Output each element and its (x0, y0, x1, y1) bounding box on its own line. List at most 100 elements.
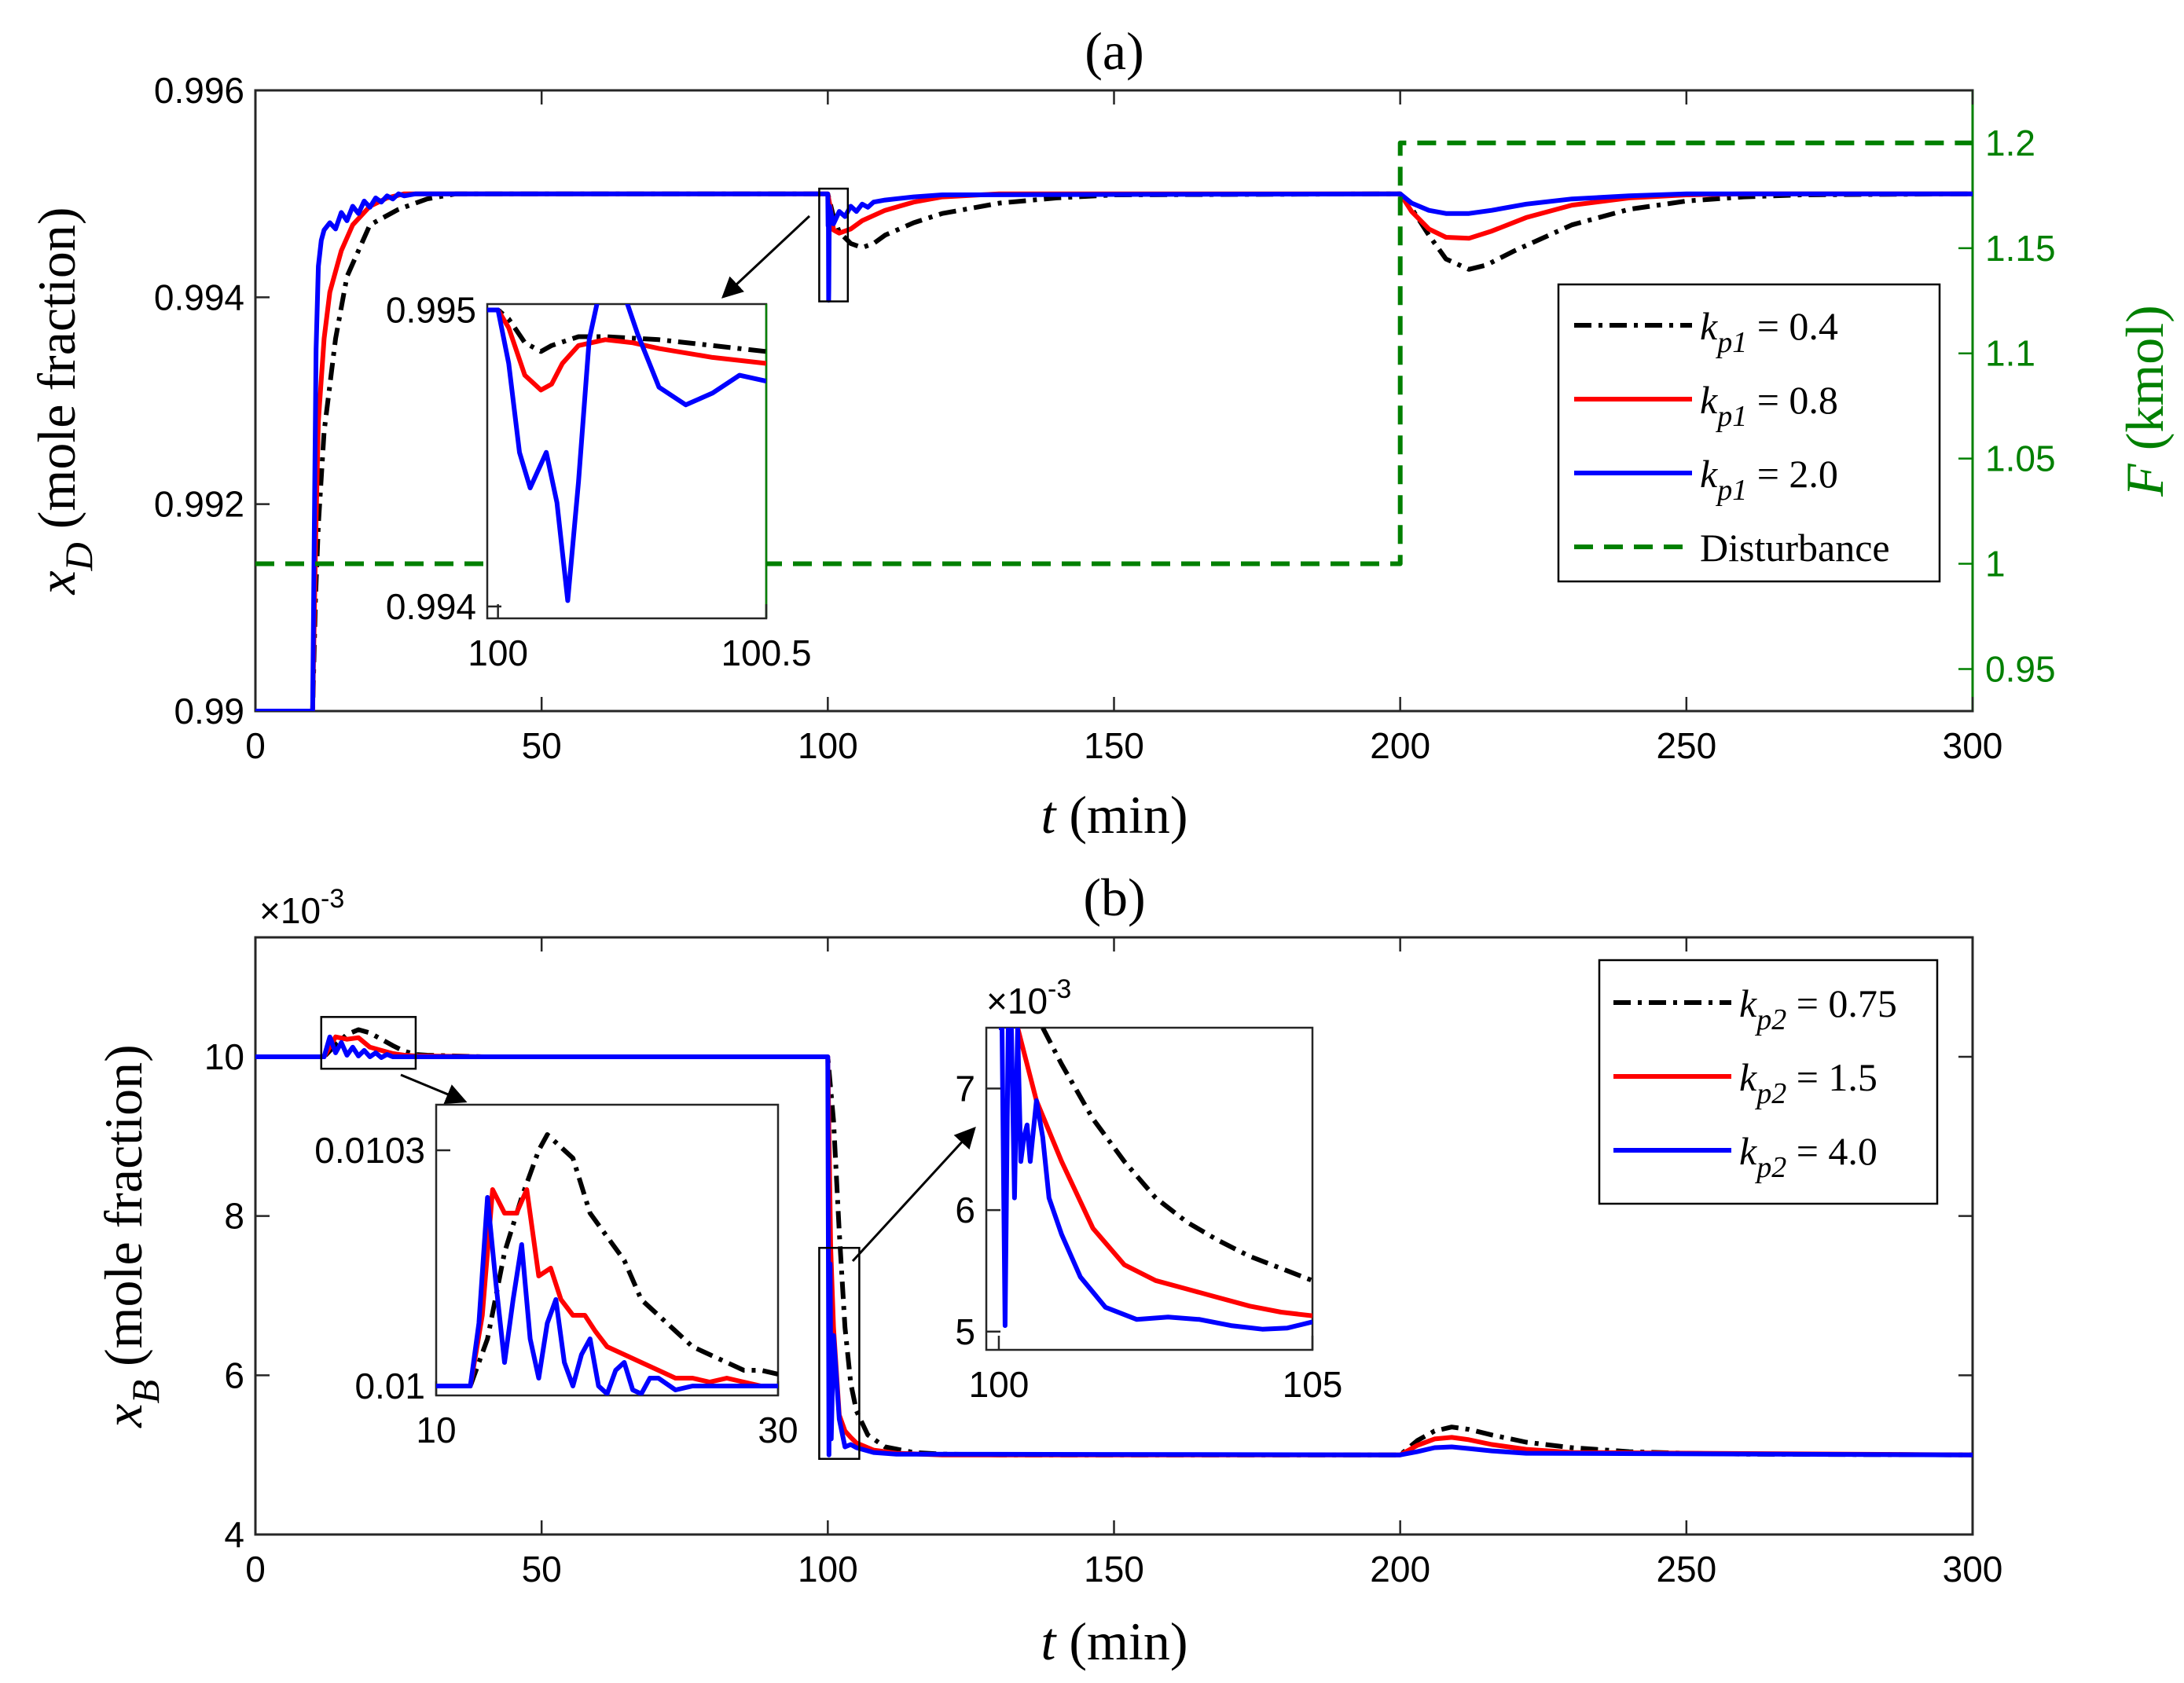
panel-b-legend-entries: kp2 = 0.75 kp2 = 1.5 kp2 = 4.0 (1613, 981, 1897, 1184)
panel-b-inset-1-ytick-label: 0.0103 (314, 1130, 425, 1171)
panel-b-inset-1: 10 30 0.01 0.0103 (314, 1103, 798, 1450)
panel-b: (b) ×10-3 0 50 100 150 200 250 300 4 6 8 10 t (min… (94, 867, 2002, 1671)
panel-a-xtick-label: 250 (1656, 725, 1716, 766)
series-line (255, 1034, 1973, 1458)
panel-a-inset-ytick-label: 0.994 (386, 586, 476, 627)
panel-b-ytick-label: 10 (204, 1036, 244, 1077)
panel-b-zoom-box-2 (818, 1246, 861, 1460)
panel-b-series (255, 1027, 1973, 1458)
panel-b-inset-2-xtick-label: 105 (1283, 1364, 1343, 1405)
panel-b-title: (b) (1083, 867, 1145, 927)
panel-a-xtick-label: 50 (522, 725, 562, 766)
panel-a-legend-entry-label: kp1 = 2.0 (1700, 452, 1838, 507)
panel-a-xtick-label: 150 (1084, 725, 1144, 766)
panel-b-xtick-label: 0 (245, 1549, 266, 1590)
panel-a-xtick-label: 300 (1943, 725, 2003, 766)
series-line (255, 191, 1973, 711)
panel-b-legend-entry-label: kp2 = 4.0 (1739, 1129, 1878, 1184)
panel-a-y2tick-label: 1.05 (1985, 438, 2056, 479)
panel-a-inset-xtick-label: 100 (468, 632, 528, 673)
panel-b-inset-1-xtick-label: 10 (416, 1410, 456, 1450)
panel-a-zoom-box (818, 187, 850, 302)
panel-a-legend: kp1 = 0.4 kp1 = 0.8 kp1 = 2.0 Disturbance (1557, 283, 1941, 583)
panel-b-legend-entry-label: kp2 = 1.5 (1739, 1055, 1878, 1110)
panel-a-inset: 100 100.5 0.994 0.995 (386, 290, 812, 673)
panel-a-xtick-label: 0 (245, 725, 266, 766)
panel-b-inset-1-ytick-label: 0.01 (354, 1366, 425, 1406)
panel-a-inset-xtick-label: 100.5 (721, 632, 811, 673)
inset-series-line (999, 1028, 1312, 1332)
panel-a-y2tick-label: 1.15 (1985, 228, 2056, 269)
panel-a-y2tick-label: 1 (1985, 544, 2006, 585)
series-line (255, 1027, 1973, 1458)
panel-a-legend-entry-label: Disturbance (1700, 526, 1890, 570)
panel-b-ylabel: xB (mole fraction) (94, 1044, 167, 1428)
panel-a-zoom-arrow (721, 214, 811, 299)
panel-a-xtick-label: 100 (798, 725, 858, 766)
panel-b-ytick-label: 4 (224, 1514, 244, 1555)
panel-a-y2label: F (kmol) (2115, 305, 2175, 497)
inset-series-line (436, 1187, 778, 1388)
inset-series-line (487, 307, 766, 393)
panel-a-ytick-label: 0.992 (154, 484, 244, 525)
panel-b-inset-2-ytick-label: 5 (955, 1311, 975, 1352)
panel-a-xtick-label: 200 (1370, 725, 1430, 766)
panel-b-legend-entry-label: kp2 = 0.75 (1739, 981, 1897, 1036)
inset-series-line (487, 307, 766, 354)
panel-b-zoom-arrow-2 (851, 1127, 976, 1263)
panel-a-ticks: 0 50 100 150 200 250 300 0.99 0.992 0.994 0.996 0.9… (154, 70, 2056, 766)
panel-b-inset-1-xtick-label: 30 (758, 1410, 798, 1450)
inset-series-line (1041, 1028, 1312, 1283)
panel-a-inset-area (486, 302, 768, 620)
inset-series-line (436, 1195, 778, 1395)
panel-a-legend-box (1557, 283, 1941, 583)
panel-b-ytick-label: 6 (224, 1355, 244, 1395)
panel-b-exponent: ×10-3 (259, 884, 344, 931)
inset-series-line (487, 304, 766, 603)
panel-a-y2tick-label: 1.1 (1985, 333, 2035, 374)
panel-a-inset-ticks: 100 100.5 0.994 0.995 (386, 290, 812, 673)
panel-b-xtick-label: 100 (798, 1549, 858, 1590)
panel-a: (a) 0 50 100 150 200 250 300 0.99 0.992 0.994 0.99… (27, 21, 2175, 845)
panel-b-xtick-label: 300 (1943, 1549, 2003, 1590)
panel-b-xtick-label: 50 (522, 1549, 562, 1590)
panel-a-y2tick-label: 1.2 (1985, 123, 2035, 163)
panel-b-xtick-label: 200 (1370, 1549, 1430, 1590)
panel-a-legend-entries: kp1 = 0.4 kp1 = 0.8 kp1 = 2.0 Disturbance (1574, 304, 1890, 570)
panel-b-inset-2-ytick-label: 6 (955, 1190, 975, 1230)
panel-b-ytick-label: 8 (224, 1196, 244, 1237)
panel-b-inset-2-xtick-label: 100 (969, 1364, 1030, 1405)
panel-b-ticks: 0 50 100 150 200 250 300 4 6 8 10 (204, 937, 2003, 1590)
panel-b-inset-1-ticks: 10 30 0.01 0.0103 (314, 1130, 798, 1450)
panel-a-inset-series (487, 304, 766, 603)
disturbance-line (255, 140, 1973, 566)
panel-b-inset-2-series (999, 1028, 1312, 1332)
panel-a-xlabel: t (min) (1041, 785, 1188, 845)
panel-a-legend-entry-label: kp1 = 0.4 (1700, 304, 1838, 359)
panel-b-xtick-label: 250 (1656, 1549, 1716, 1590)
panel-b-inset-2-exponent: ×10-3 (986, 974, 1071, 1021)
panel-b-inset-1-series (436, 1132, 778, 1395)
series-line (255, 191, 1973, 711)
panel-b-zoom-box-1 (320, 1016, 417, 1070)
panel-a-series (255, 140, 1973, 711)
panel-a-ytick-label: 0.99 (174, 691, 244, 732)
panel-b-inset-2-ytick-label: 7 (955, 1068, 975, 1109)
panel-b-zoom-arrow-1 (400, 1073, 468, 1105)
panel-a-ytick-label: 0.994 (154, 277, 244, 317)
panel-b-xtick-label: 150 (1084, 1549, 1144, 1590)
inset-series-line (436, 1132, 778, 1388)
series-line (255, 191, 1973, 711)
panel-a-ylabel: xD (mole fraction) (27, 207, 101, 596)
panel-a-inset-ytick-label: 0.995 (386, 290, 476, 331)
panel-a-ytick-label: 0.996 (154, 70, 244, 111)
panel-b-xlabel: t (min) (1041, 1612, 1188, 1671)
panel-a-y2tick-label: 0.95 (1985, 648, 2056, 689)
inset-series-line (1015, 1028, 1312, 1318)
panel-a-title: (a) (1085, 21, 1143, 81)
panel-a-legend-entry-label: kp1 = 0.8 (1700, 378, 1838, 433)
panel-b-legend: kp2 = 0.75 kp2 = 1.5 kp2 = 4.0 (1598, 959, 1939, 1205)
